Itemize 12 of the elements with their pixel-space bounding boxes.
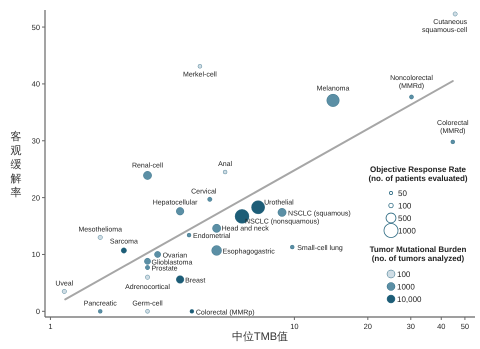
size-legend: 50 100 500 1000 — [384, 189, 416, 238]
legend-label: 50 — [398, 189, 408, 198]
x-axis-title: 中位TMB值 — [232, 330, 288, 343]
legend-title: Tumor Mutational Burden (no. of tumors analyzed) — [370, 245, 466, 264]
legend-label: 500 — [398, 214, 412, 223]
legend-label: 100 — [398, 202, 412, 210]
annotation: Objective Response Rate (no. of patients evaluated) — [368, 165, 468, 184]
legend-label: 100 — [397, 270, 411, 279]
legend-label: 1000 — [398, 226, 416, 236]
y-axis-title: 客观缓解率 — [10, 130, 22, 199]
legend-label: 1000 — [397, 282, 416, 292]
legend-label: 10,000 — [397, 295, 422, 304]
